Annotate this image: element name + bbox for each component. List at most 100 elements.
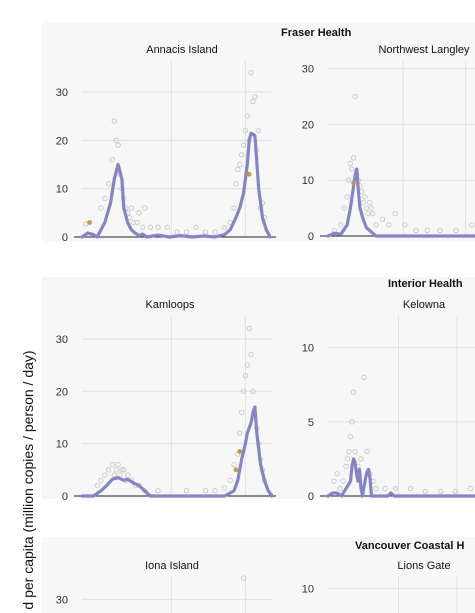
region-title-fraser: Fraser Health — [281, 27, 352, 39]
data-point — [221, 485, 228, 491]
data-point — [98, 477, 104, 483]
data-point — [407, 485, 414, 492]
data-point — [437, 227, 443, 234]
data-point — [212, 488, 218, 494]
row-background-interior — [42, 277, 475, 499]
data-point — [130, 219, 136, 226]
panel-title-northwest-langley: Northwest Langley — [378, 44, 470, 56]
data-point — [331, 478, 337, 484]
data-point — [238, 409, 245, 415]
y-tick-label: 30 — [56, 594, 68, 606]
data-point — [250, 388, 256, 394]
data-point — [338, 222, 344, 228]
data-point — [193, 224, 199, 230]
panel-title-kamloops: Kamloops — [145, 299, 195, 311]
data-point — [174, 229, 180, 235]
data-point — [102, 472, 108, 478]
data-point — [235, 166, 241, 172]
highlight-point — [87, 220, 92, 225]
data-point — [242, 128, 249, 134]
y-tick-label: 5 — [308, 417, 314, 429]
data-point — [467, 485, 474, 492]
panel-title-iona-island: Iona Island — [145, 560, 199, 572]
data-point — [349, 419, 355, 425]
data-point — [113, 467, 119, 473]
data-point — [364, 448, 370, 455]
data-point — [368, 205, 374, 211]
data-point — [136, 210, 142, 216]
data-point — [240, 142, 247, 148]
y-tick-label: 30 — [56, 87, 68, 99]
series-line — [326, 167, 475, 238]
series-line — [80, 405, 274, 498]
data-point — [452, 488, 459, 495]
data-point — [337, 485, 343, 492]
data-point — [212, 229, 218, 235]
data-point — [109, 461, 116, 468]
data-point — [453, 227, 459, 234]
data-point — [102, 195, 108, 201]
data-point — [256, 128, 262, 134]
data-point — [248, 351, 254, 358]
data-point — [233, 181, 239, 187]
data-point — [155, 488, 161, 494]
data-point — [231, 461, 237, 468]
data-point — [121, 467, 127, 473]
data-point — [231, 205, 237, 211]
data-point — [344, 456, 351, 462]
data-point — [252, 94, 258, 100]
data-point — [344, 194, 350, 200]
data-point — [111, 118, 117, 124]
y-tick-label: 10 — [302, 343, 314, 355]
data-point — [386, 222, 392, 228]
data-point — [147, 224, 154, 230]
y-tick-label: 30 — [302, 64, 314, 76]
data-point — [115, 461, 121, 468]
data-point — [237, 430, 243, 436]
series-line — [326, 457, 475, 498]
data-point — [334, 471, 340, 477]
data-point — [221, 224, 228, 230]
y-tick-label: 20 — [302, 119, 314, 131]
data-point — [105, 467, 112, 473]
y-tick-label: 0 — [62, 232, 68, 244]
data-point — [128, 205, 135, 211]
data-point — [183, 229, 190, 235]
highlight-point — [351, 180, 356, 186]
y-tick-label: 0 — [308, 231, 314, 243]
data-point — [142, 205, 148, 211]
data-point — [343, 463, 349, 469]
data-point — [346, 177, 352, 183]
y-tick-label: 10 — [56, 439, 68, 451]
data-point — [350, 389, 357, 395]
region-title-interior: Interior Health — [388, 278, 463, 290]
panel-title-kelowna: Kelowna — [402, 299, 446, 311]
data-point — [366, 199, 373, 206]
y-tick-label: 10 — [56, 184, 68, 196]
data-point — [358, 456, 364, 462]
data-point — [244, 113, 250, 119]
data-point — [240, 388, 247, 394]
data-point — [109, 157, 116, 163]
data-point — [115, 142, 121, 148]
data-point — [237, 161, 243, 168]
data-point — [202, 488, 209, 494]
y-tick-label: 0 — [308, 491, 314, 503]
data-point — [352, 93, 358, 100]
data-point — [352, 448, 358, 455]
data-point — [227, 477, 233, 483]
data-point — [98, 205, 104, 211]
data-point — [134, 219, 140, 226]
data-point — [469, 222, 475, 228]
panel-title-lions-gate: Lions Gate — [397, 560, 451, 572]
data-point — [248, 70, 254, 76]
region-title-vancouver: Vancouver Coastal H — [355, 540, 465, 552]
data-point — [379, 216, 386, 222]
data-point — [341, 205, 347, 211]
data-point — [422, 488, 429, 495]
data-point — [202, 229, 209, 235]
